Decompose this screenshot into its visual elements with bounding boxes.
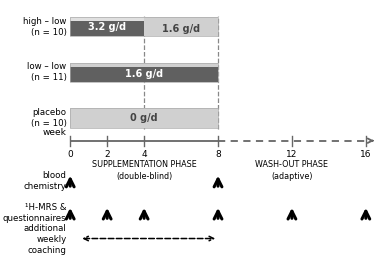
Text: 8: 8 (215, 150, 221, 159)
Text: WASH-OUT PHASE: WASH-OUT PHASE (255, 160, 328, 169)
Text: 0: 0 (68, 150, 73, 159)
Text: additional
weekly
coaching: additional weekly coaching (24, 224, 66, 255)
FancyBboxPatch shape (70, 17, 144, 21)
Text: 4: 4 (141, 150, 147, 159)
FancyBboxPatch shape (70, 108, 218, 128)
Text: high – low
(n = 10): high – low (n = 10) (23, 17, 66, 37)
Text: (adaptive): (adaptive) (271, 172, 313, 181)
Text: week: week (43, 128, 66, 137)
Text: 16: 16 (360, 150, 372, 159)
FancyBboxPatch shape (70, 67, 218, 82)
Text: low – low
(n = 11): low – low (n = 11) (28, 62, 66, 83)
FancyBboxPatch shape (70, 17, 144, 36)
Text: 0 g/d: 0 g/d (130, 113, 158, 123)
Text: 1.6 g/d: 1.6 g/d (125, 69, 163, 79)
Text: 2: 2 (104, 150, 110, 159)
Text: 1.6 g/d: 1.6 g/d (162, 24, 200, 34)
FancyBboxPatch shape (70, 63, 218, 67)
Text: blood
chemistry: blood chemistry (24, 171, 66, 191)
Text: placebo
(n = 10): placebo (n = 10) (31, 108, 66, 128)
Text: 3.2 g/d: 3.2 g/d (88, 22, 126, 32)
Text: (double-blind): (double-blind) (116, 172, 172, 181)
FancyBboxPatch shape (144, 17, 218, 36)
Text: ¹H-MRS &
questionnaires: ¹H-MRS & questionnaires (3, 203, 66, 223)
Text: SUPPLEMENTATION PHASE: SUPPLEMENTATION PHASE (92, 160, 196, 169)
Text: 12: 12 (286, 150, 298, 159)
